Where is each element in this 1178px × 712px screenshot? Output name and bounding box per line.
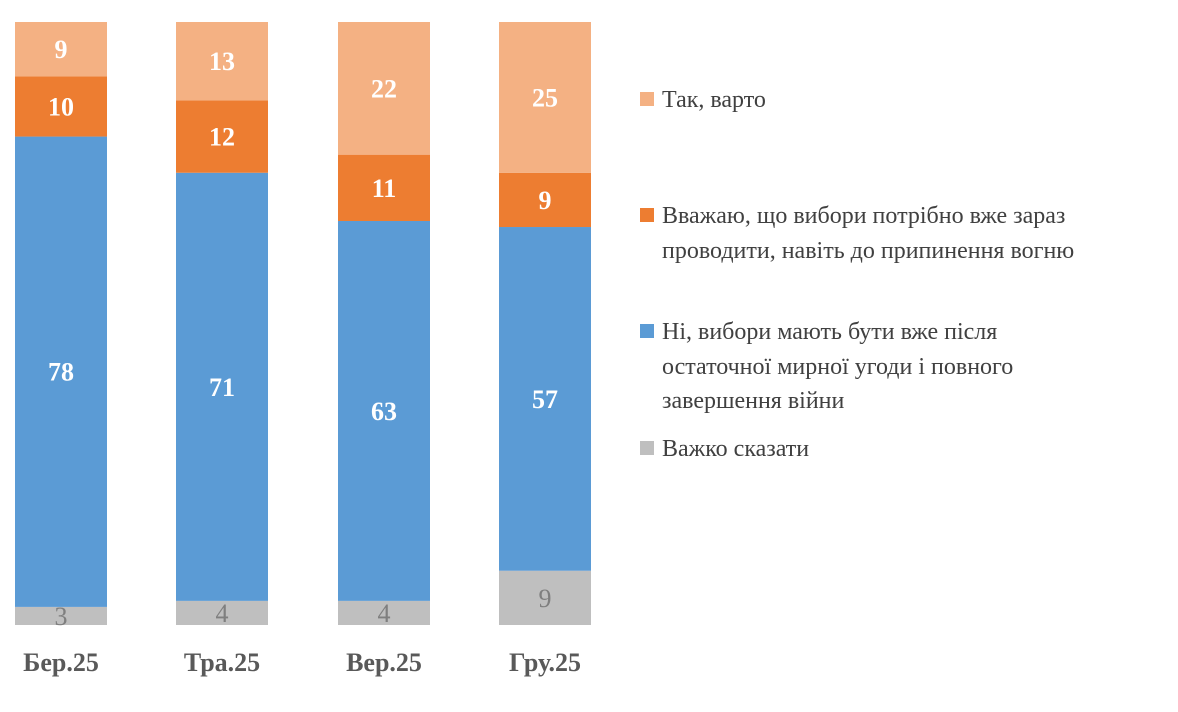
- data-label: 10: [48, 92, 74, 121]
- bar-segment: [338, 154, 430, 221]
- bar-segment: [15, 606, 107, 625]
- data-label: 9: [539, 186, 552, 215]
- legend-swatch: [640, 324, 654, 338]
- bar-segment: [338, 22, 430, 155]
- data-label: 9: [55, 35, 68, 64]
- legend-item-hard-to-say: Важко сказати: [640, 432, 809, 467]
- bar-segment: [338, 600, 430, 625]
- bar-segment: [176, 22, 268, 101]
- data-label: 3: [55, 602, 68, 631]
- data-label: 22: [371, 74, 397, 103]
- bar-segment: [176, 100, 268, 173]
- data-label: 13: [209, 47, 235, 76]
- data-label: 57: [532, 385, 558, 414]
- data-label: 71: [209, 373, 235, 402]
- legend-label: Важко сказати: [662, 436, 810, 462]
- legend-item-yes: Так, варто: [640, 83, 766, 118]
- data-label: 25: [532, 83, 558, 112]
- data-label: 78: [48, 358, 74, 387]
- x-tick-label: Бер.25: [23, 648, 99, 677]
- legend-swatch: [640, 92, 654, 106]
- bar-segment: [176, 172, 268, 601]
- bar-segment: [499, 227, 591, 571]
- data-label: 4: [378, 599, 391, 628]
- bar-segment: [15, 76, 107, 137]
- x-tick-label: Тра.25: [184, 648, 260, 677]
- x-tick-label: Гру.25: [509, 648, 581, 677]
- stacked-bar-chart: 3 78 10 9 Бер.25 4 71 12 13 Тра.25 4 63 11 22 Вер.25 9 5…: [15, 22, 591, 677]
- legend-item-now: Вважаю, що вибори потрібно вже зараз про…: [640, 199, 1074, 268]
- data-label: 12: [209, 123, 235, 152]
- legend-label: Ні, вибори мають бути вже після остаточн…: [662, 319, 1014, 414]
- bar-segment: [499, 570, 591, 625]
- bar-segment: [338, 220, 430, 601]
- legend-swatch: [640, 441, 654, 455]
- data-label: 63: [371, 397, 397, 426]
- legend-swatch: [640, 208, 654, 222]
- legend-item-no: Ні, вибори мають бути вже після остаточн…: [640, 315, 1013, 419]
- data-label: 4: [216, 599, 229, 628]
- x-tick-label: Вер.25: [346, 648, 422, 677]
- legend-label: Так, варто: [662, 87, 766, 113]
- bar-segment: [15, 22, 107, 77]
- bar-segment: [15, 136, 107, 607]
- bar-segment: [499, 22, 591, 173]
- bar-segment: [176, 600, 268, 625]
- data-label: 9: [539, 584, 552, 613]
- legend-label: Вважаю, що вибори потрібно вже зараз про…: [662, 203, 1075, 264]
- data-label: 11: [372, 174, 397, 203]
- bar-segment: [499, 172, 591, 228]
